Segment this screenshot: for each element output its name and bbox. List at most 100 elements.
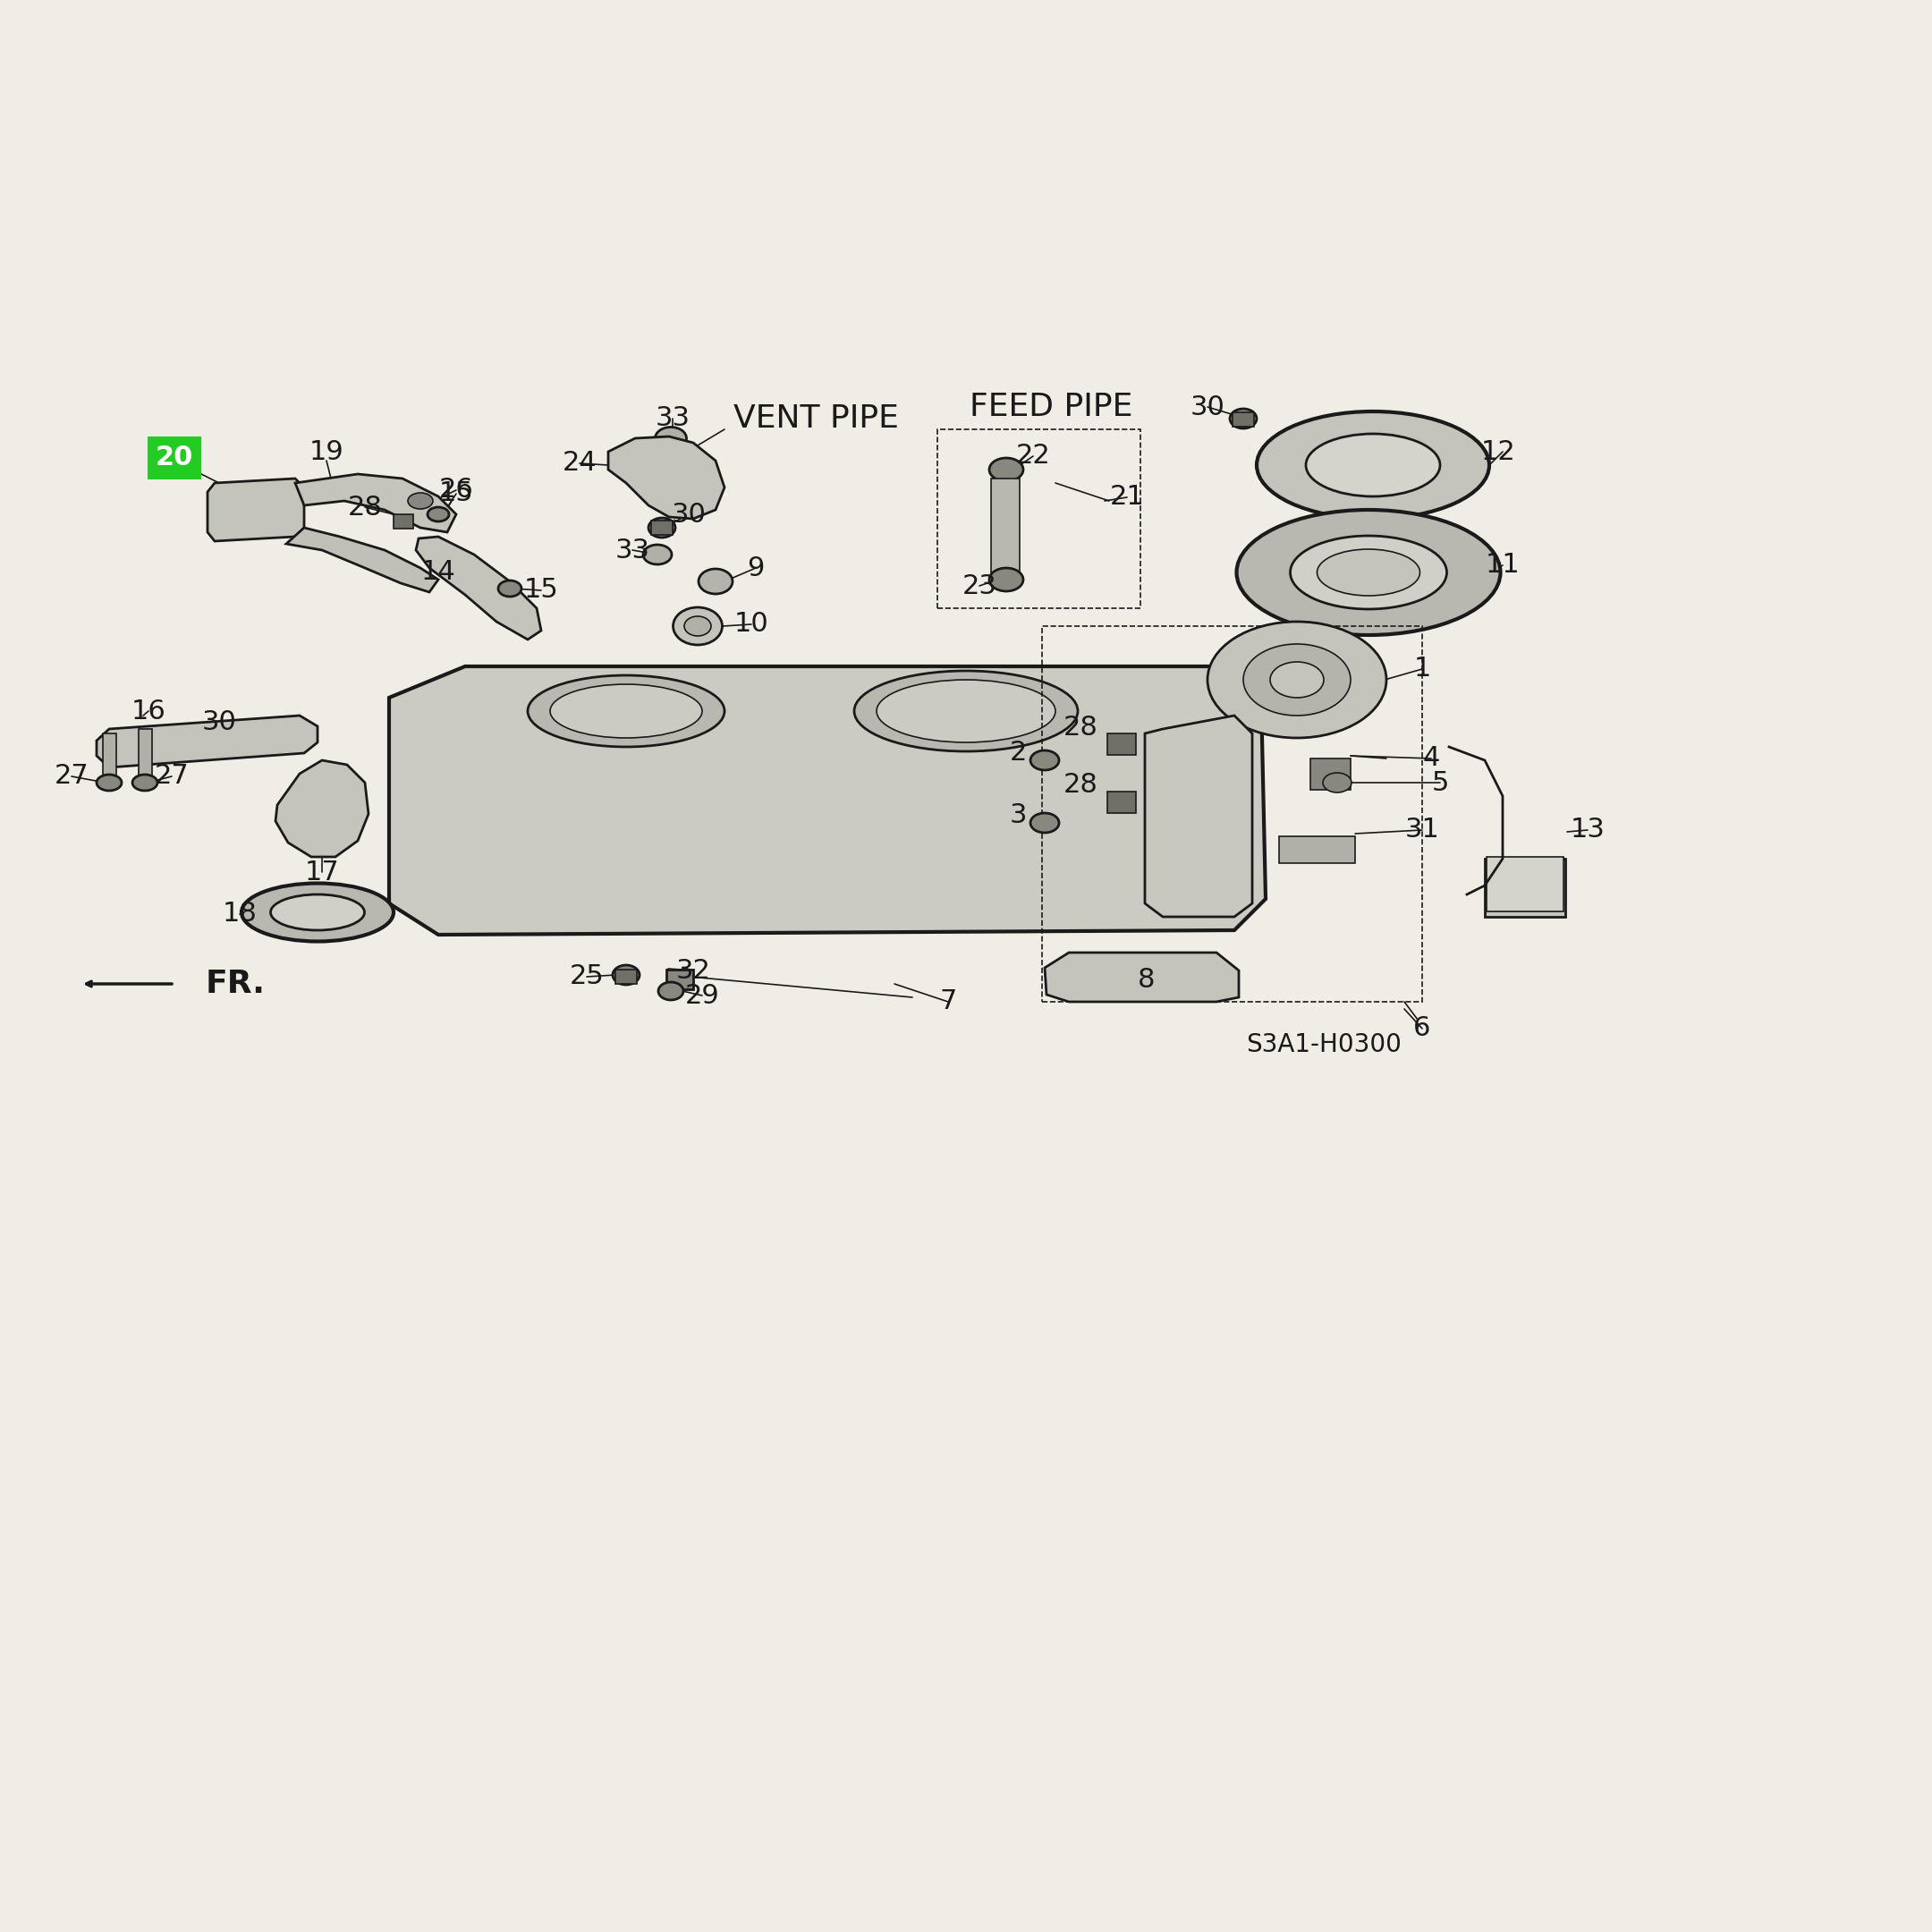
Polygon shape [102, 734, 116, 782]
Ellipse shape [527, 676, 724, 748]
Ellipse shape [133, 775, 156, 790]
Bar [1233, 412, 1254, 427]
Text: 30: 30 [1190, 394, 1225, 419]
Ellipse shape [643, 545, 672, 564]
Ellipse shape [97, 775, 122, 790]
Text: 11: 11 [1486, 553, 1520, 578]
Text: 6: 6 [1414, 1016, 1432, 1041]
Text: 33: 33 [655, 406, 690, 431]
Text: 18: 18 [222, 900, 257, 927]
Ellipse shape [242, 724, 267, 742]
Ellipse shape [1030, 813, 1059, 833]
Bar [1486, 858, 1563, 912]
Ellipse shape [1256, 412, 1490, 520]
Polygon shape [276, 761, 369, 858]
Polygon shape [286, 527, 439, 591]
Ellipse shape [989, 458, 1024, 481]
Ellipse shape [498, 580, 522, 597]
Ellipse shape [270, 895, 365, 929]
Ellipse shape [672, 607, 723, 645]
Text: 15: 15 [439, 481, 473, 506]
Ellipse shape [1306, 435, 1439, 497]
Bar [667, 970, 694, 989]
Ellipse shape [1231, 410, 1256, 429]
Text: 7: 7 [939, 989, 956, 1014]
Polygon shape [1146, 715, 1252, 918]
Text: 30: 30 [670, 500, 705, 527]
Text: 30: 30 [201, 709, 236, 736]
Text: 31: 31 [1405, 817, 1439, 842]
Ellipse shape [1208, 622, 1387, 738]
Polygon shape [991, 479, 1020, 572]
Ellipse shape [877, 680, 1055, 742]
Polygon shape [609, 437, 724, 520]
Text: 23: 23 [962, 574, 997, 599]
Text: 21: 21 [1109, 485, 1144, 510]
Bar [616, 970, 638, 983]
Text: 33: 33 [614, 537, 649, 562]
Text: 15: 15 [524, 578, 558, 603]
Ellipse shape [649, 518, 676, 537]
Ellipse shape [408, 493, 433, 508]
Polygon shape [415, 537, 541, 639]
Bar [1310, 759, 1350, 790]
Text: 13: 13 [1571, 817, 1605, 842]
Text: 10: 10 [734, 611, 769, 638]
Text: S3A1-H0300: S3A1-H0300 [1246, 1032, 1401, 1057]
Text: 20: 20 [155, 444, 193, 471]
Text: 25: 25 [570, 964, 605, 989]
Text: 27: 27 [54, 763, 89, 790]
Bar [937, 429, 1140, 609]
Polygon shape [1045, 952, 1238, 1003]
Text: 24: 24 [562, 450, 597, 477]
Ellipse shape [612, 966, 639, 985]
Bar [245, 726, 265, 742]
Text: VENT PIPE: VENT PIPE [734, 404, 898, 435]
Text: 19: 19 [309, 439, 344, 466]
Bar [1107, 792, 1136, 813]
Text: 3: 3 [1009, 804, 1026, 829]
Ellipse shape [989, 568, 1024, 591]
Text: 9: 9 [748, 554, 765, 582]
Text: 22: 22 [1016, 442, 1051, 469]
Polygon shape [296, 473, 456, 531]
Ellipse shape [551, 684, 701, 738]
Text: 12: 12 [1480, 439, 1515, 466]
Text: 26: 26 [439, 477, 473, 502]
Bar [1279, 837, 1354, 864]
Ellipse shape [427, 506, 448, 522]
Bar [394, 514, 413, 529]
Bar [1107, 734, 1136, 755]
Polygon shape [388, 667, 1265, 935]
Text: 4: 4 [1422, 746, 1439, 771]
Ellipse shape [659, 981, 684, 1001]
Text: 29: 29 [684, 983, 719, 1009]
Text: 5: 5 [1432, 769, 1449, 796]
Text: 2: 2 [1009, 740, 1026, 767]
Polygon shape [139, 728, 153, 782]
Polygon shape [207, 479, 303, 541]
Text: FEED PIPE: FEED PIPE [970, 392, 1132, 423]
Ellipse shape [1030, 750, 1059, 771]
Ellipse shape [1269, 663, 1323, 697]
Text: 28: 28 [1063, 773, 1097, 798]
Ellipse shape [1236, 510, 1501, 636]
Bar [1041, 626, 1422, 1003]
Text: 17: 17 [305, 860, 340, 885]
Ellipse shape [1291, 535, 1447, 609]
Ellipse shape [684, 616, 711, 636]
Text: 28: 28 [1063, 715, 1097, 742]
Text: FR.: FR. [205, 968, 265, 999]
Text: 16: 16 [131, 697, 166, 724]
Bar [651, 520, 672, 535]
Text: 28: 28 [348, 495, 383, 520]
Text: 32: 32 [676, 958, 711, 983]
Ellipse shape [1244, 643, 1350, 715]
Text: 8: 8 [1138, 966, 1155, 993]
Text: 1: 1 [1414, 657, 1432, 682]
Ellipse shape [655, 427, 686, 450]
Ellipse shape [854, 670, 1078, 752]
Bar [1486, 858, 1565, 918]
Polygon shape [97, 715, 317, 767]
Text: 14: 14 [421, 560, 456, 585]
